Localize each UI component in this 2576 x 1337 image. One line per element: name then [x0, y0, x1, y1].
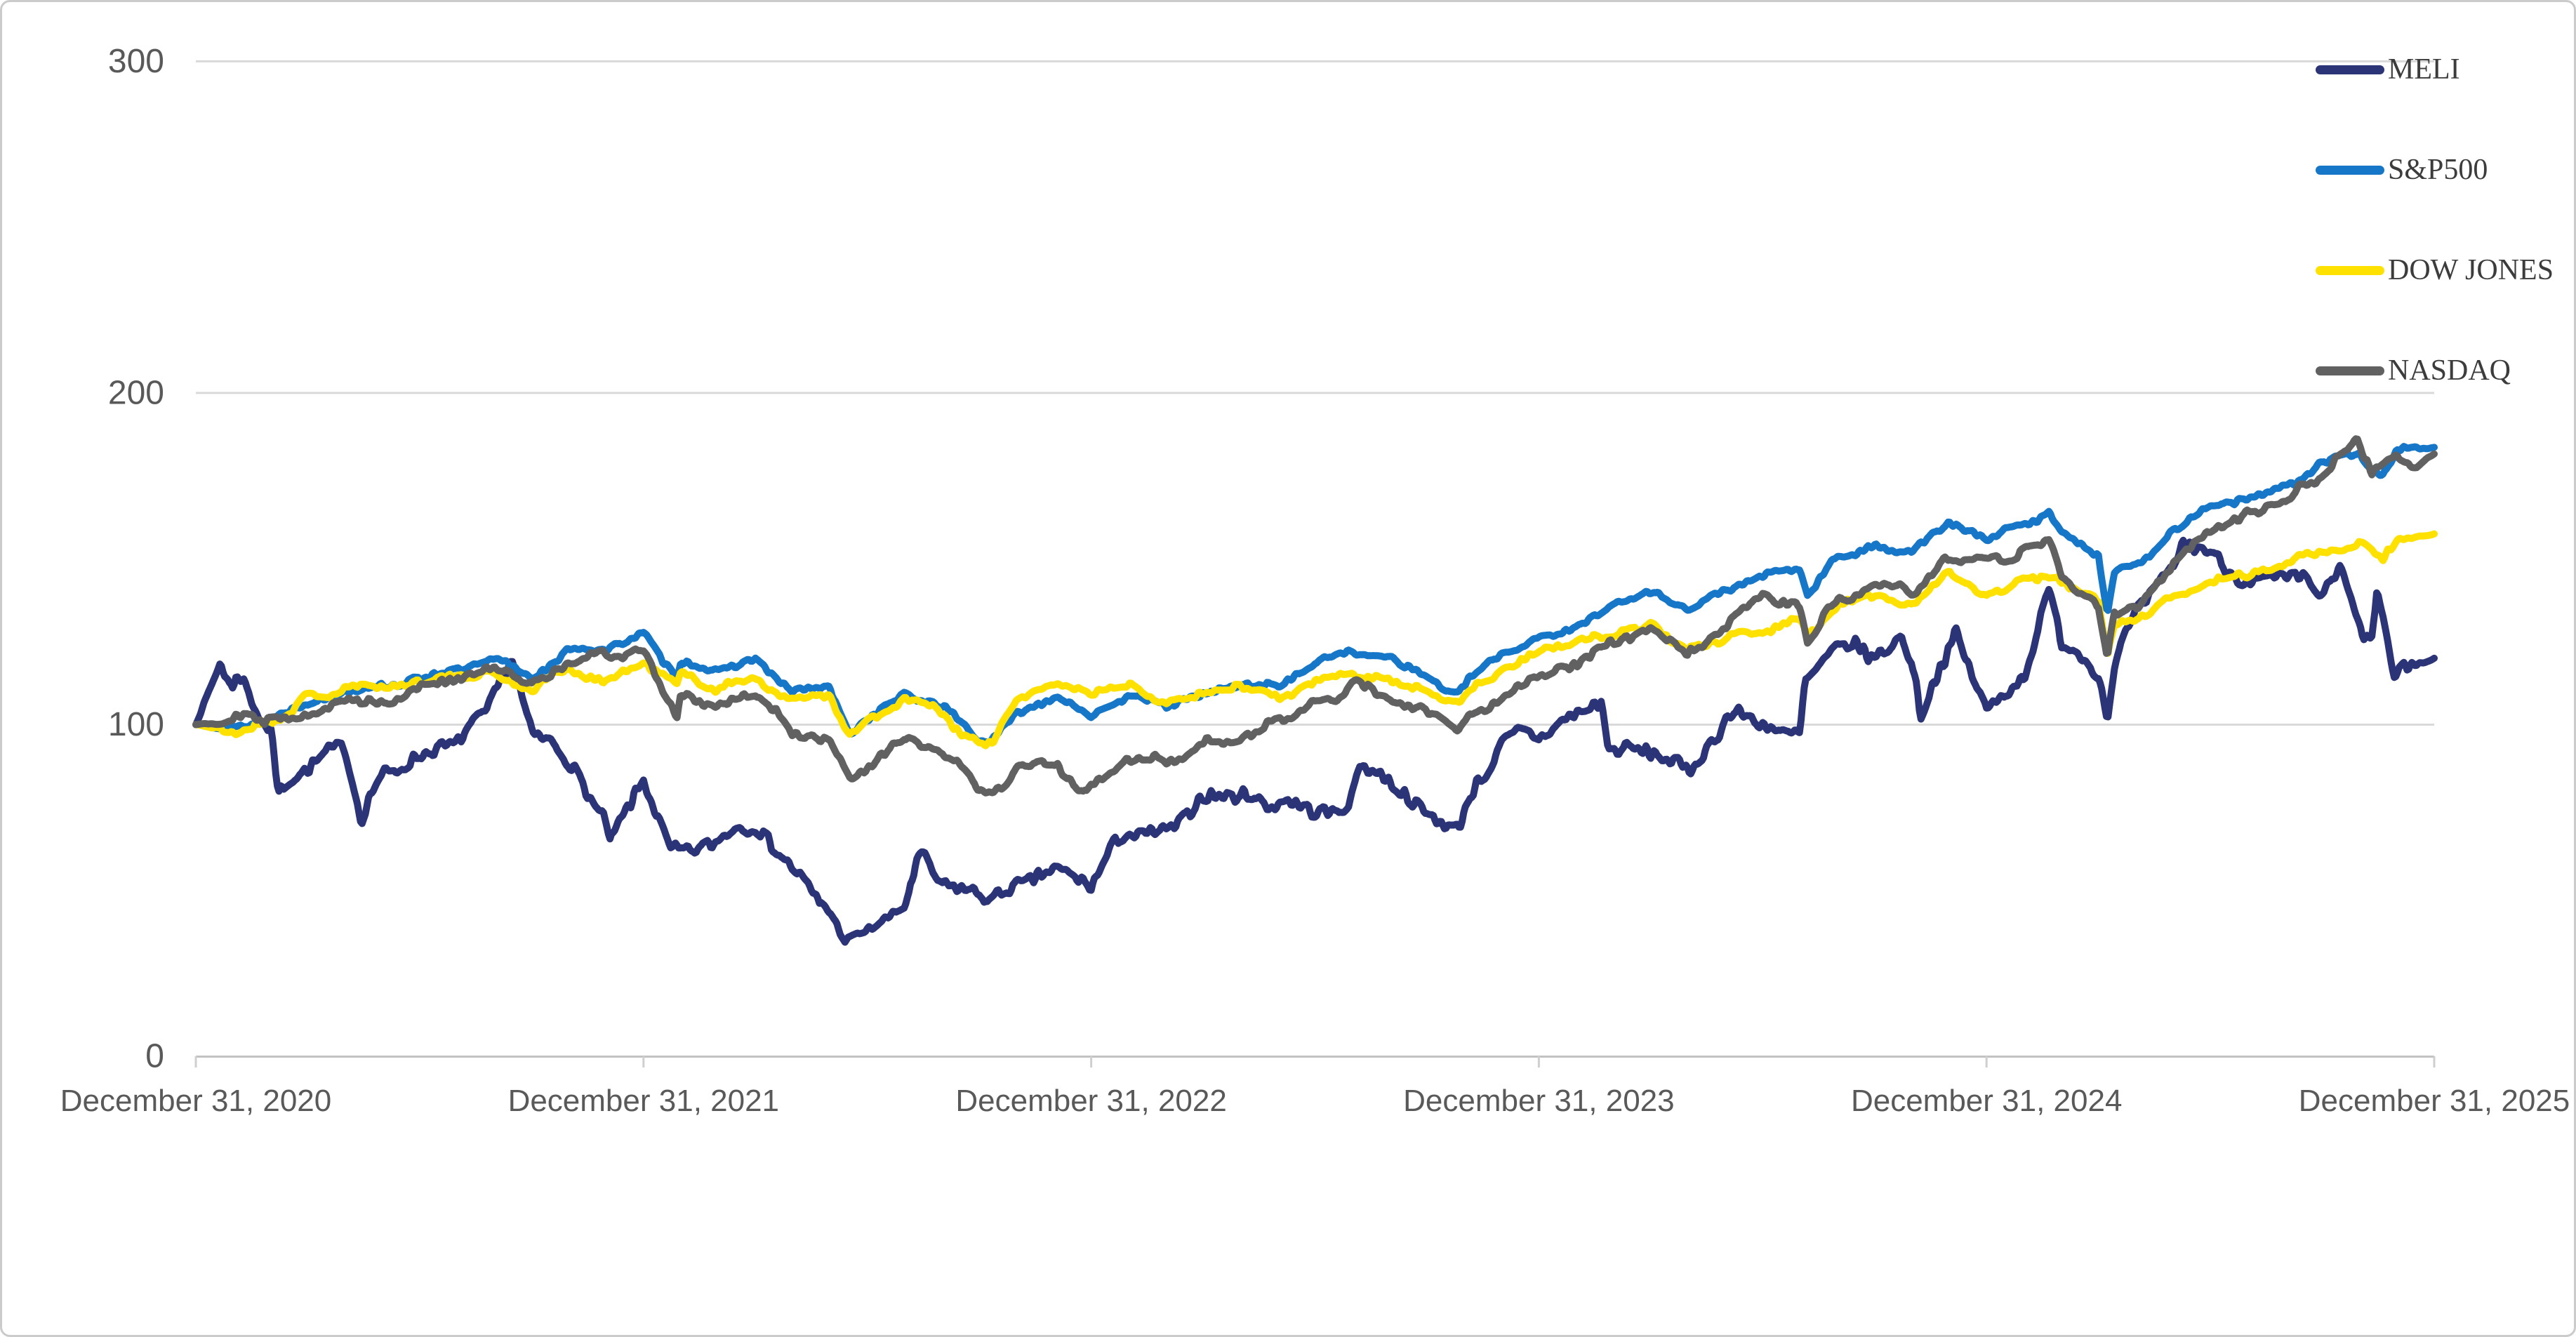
- y-axis-label: 200: [108, 374, 164, 411]
- x-axis-label: December 31, 2025: [2299, 1084, 2570, 1118]
- series-line-meli: [192, 536, 2438, 946]
- y-axis-label: 300: [108, 43, 164, 80]
- x-axis-label: December 31, 2022: [955, 1084, 1226, 1118]
- series-line-sp500: [192, 443, 2438, 746]
- x-axis-label: December 31, 2021: [508, 1084, 779, 1118]
- y-axis-label: 100: [108, 706, 164, 743]
- x-axis-label: December 31, 2023: [1403, 1084, 1674, 1118]
- series-line-nasdaq: [192, 435, 2438, 797]
- y-axis-label: 0: [145, 1038, 164, 1075]
- x-axis-label: December 31, 2024: [1851, 1084, 2122, 1118]
- x-axis-label: December 31, 2020: [60, 1084, 331, 1118]
- series-line-dowjones: [192, 530, 2438, 750]
